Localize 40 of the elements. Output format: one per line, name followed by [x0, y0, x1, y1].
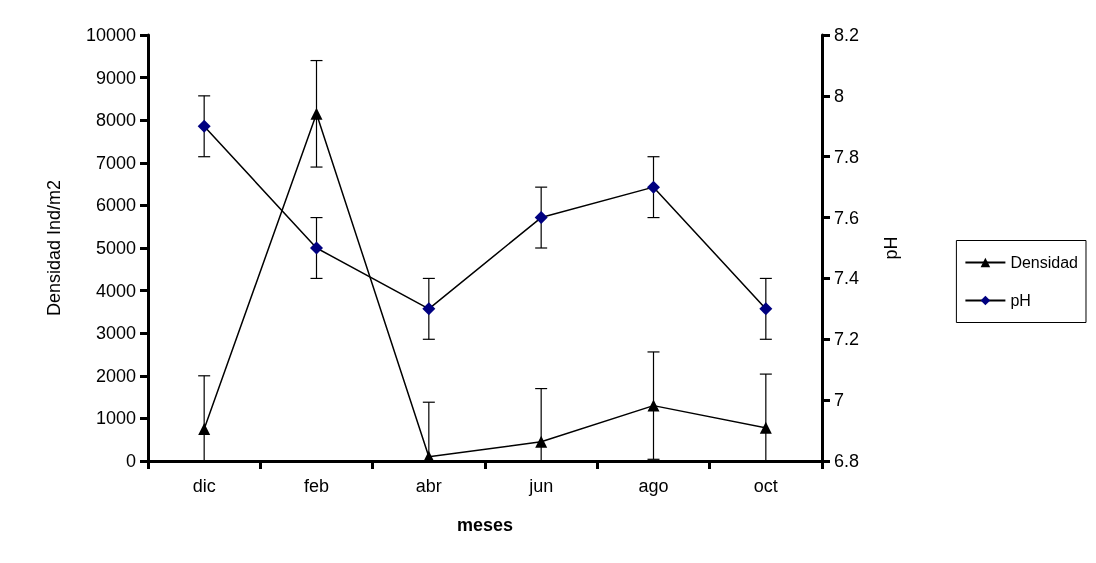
point	[197, 119, 211, 133]
y-tick-label: 6000	[95, 195, 136, 216]
y2-tick-label: 8.2	[834, 25, 860, 45]
y-tick-label: 0	[125, 451, 136, 471]
legend-label: Densidad	[1010, 254, 1079, 271]
y-tick-label: 7000	[95, 152, 136, 173]
y-tick-label: 4000	[95, 280, 136, 301]
y-tick-label: 8000	[95, 110, 136, 131]
y2-tick-label: 7	[834, 390, 845, 411]
point	[759, 302, 773, 316]
x-tick-label: abr	[415, 476, 442, 496]
y2-tick-label: 7.4	[834, 268, 860, 289]
x-axis-title: meses	[456, 515, 514, 535]
x-tick-label: jun	[528, 476, 554, 496]
y2-tick-label: 6.8	[834, 451, 860, 471]
y-tick-label: 2000	[95, 365, 136, 386]
y2-tick-label: 7.6	[834, 207, 860, 228]
point	[534, 211, 548, 225]
y2-tick-label: 8	[834, 85, 845, 106]
y-tick-label: 3000	[95, 323, 136, 344]
point	[310, 241, 323, 255]
point	[759, 421, 772, 434]
y2-axis-title: pH	[881, 236, 901, 260]
y2-tick-label: 7.2	[834, 329, 860, 350]
x-tick-label: feb	[303, 476, 330, 496]
y-tick-label: 5000	[95, 238, 136, 258]
y-tick-label: 9000	[95, 67, 136, 88]
x-tick-label: dic	[192, 476, 216, 496]
point	[647, 399, 660, 412]
x-tick-label: ago	[638, 476, 669, 496]
x-tick-label: oct	[753, 476, 778, 496]
y2-tick-label: 7.8	[834, 146, 860, 167]
y-axis-title: Densidad Ind/m2	[44, 179, 64, 317]
point	[198, 423, 211, 436]
point	[422, 302, 436, 316]
y-tick-label: 10000	[85, 25, 136, 45]
point	[647, 180, 660, 194]
y-tick-label: 1000	[95, 408, 136, 429]
legend-label: pH	[1010, 292, 1031, 309]
point	[535, 435, 548, 448]
